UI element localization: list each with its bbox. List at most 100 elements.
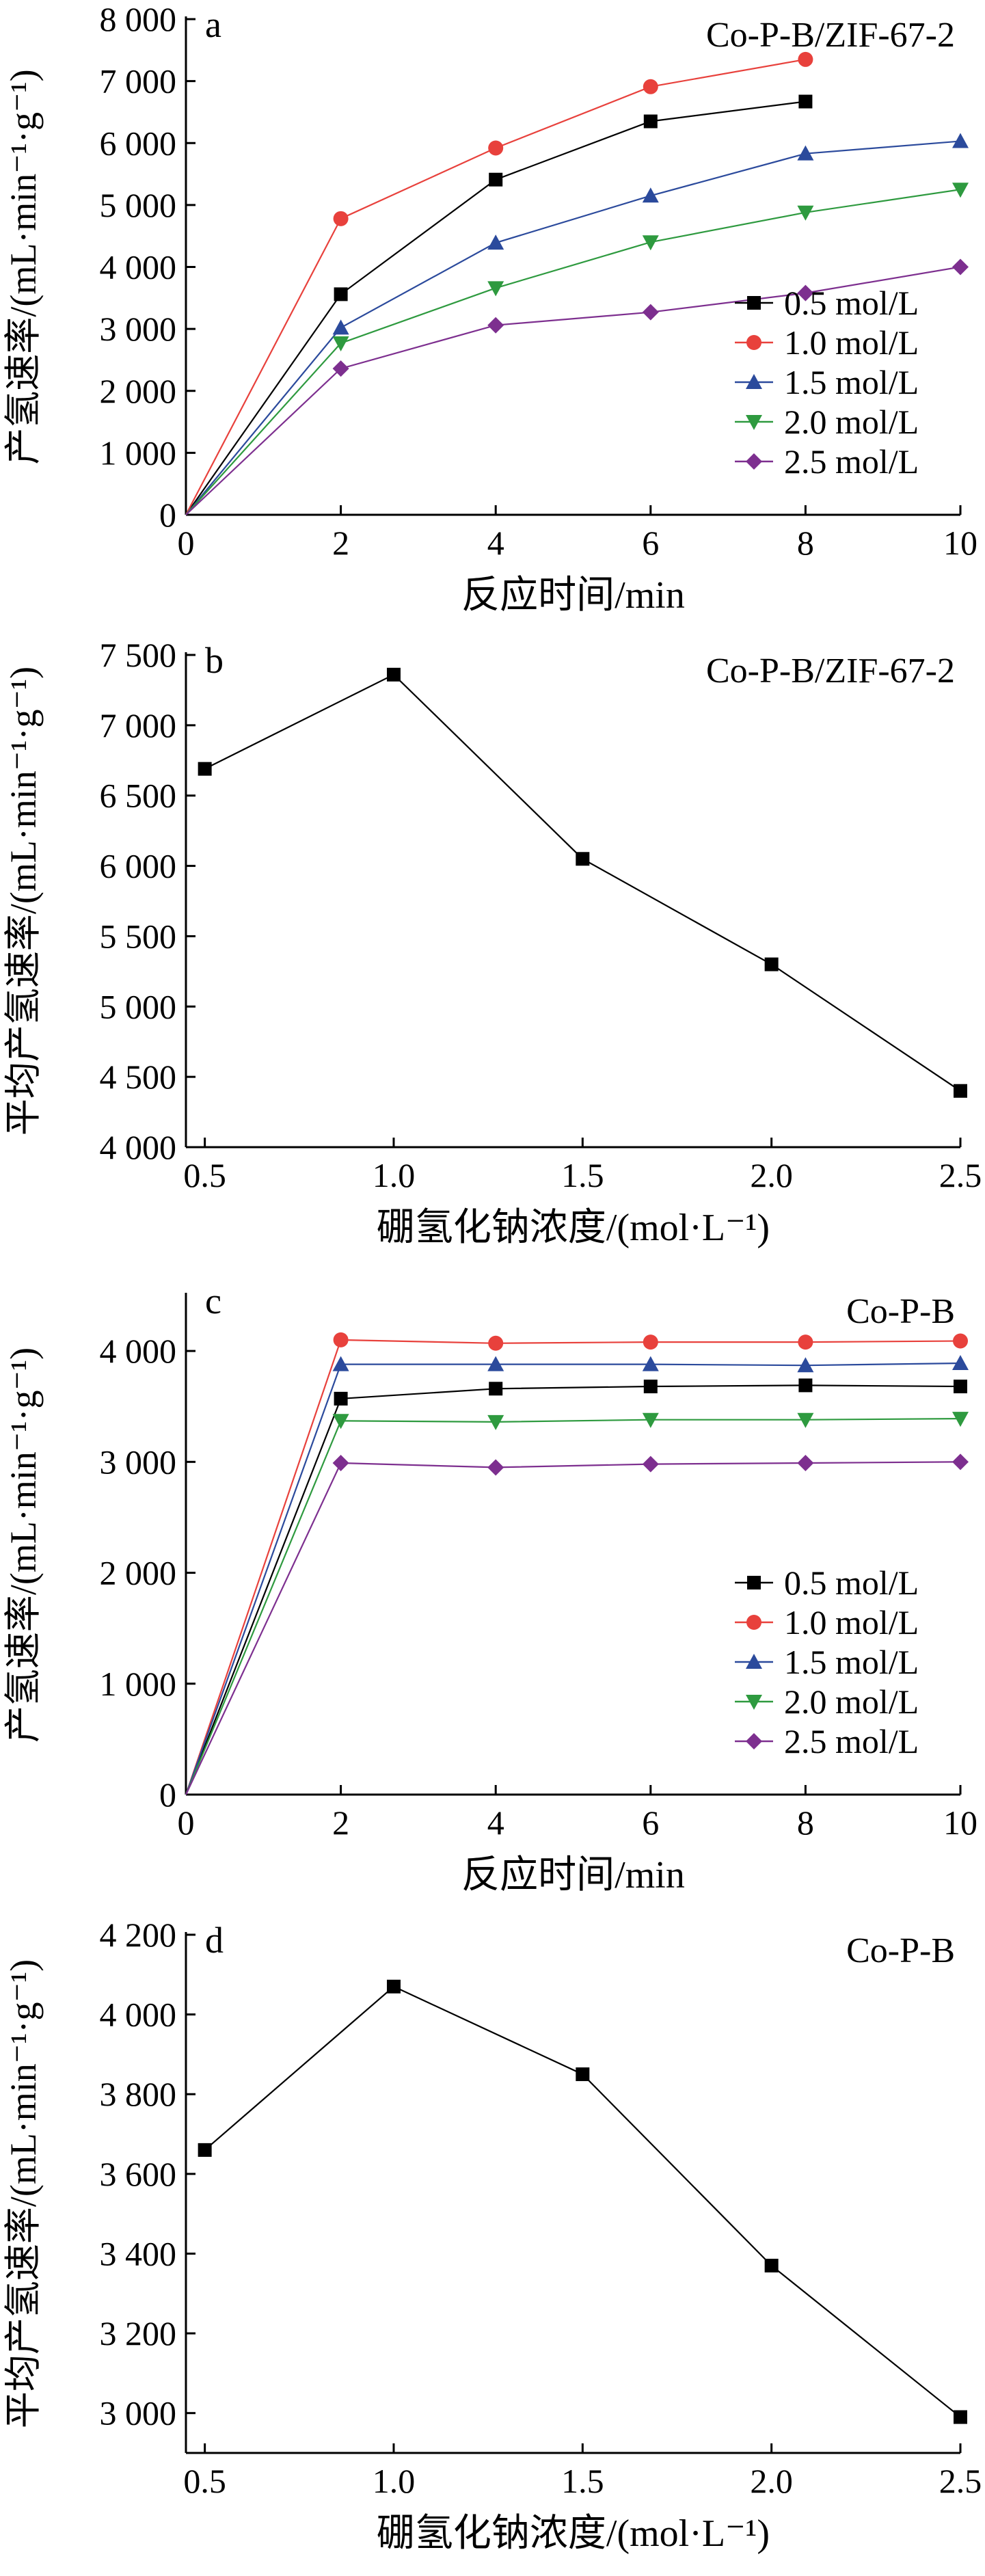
y-tick-label: 4 500 <box>100 1058 177 1096</box>
y-axis-label: 平均产氢速率/(mL·min⁻¹·g⁻¹) <box>3 667 44 1136</box>
y-tick-label: 3 200 <box>100 2314 177 2352</box>
panel-annotation: Co-P-B/ZIF-67-2 <box>706 16 955 55</box>
y-tick-label: 3 600 <box>100 2155 177 2193</box>
data-point-marker <box>643 1334 658 1350</box>
y-tick-label: 5 000 <box>100 186 177 224</box>
legend-marker <box>746 335 761 350</box>
x-tick-label: 6 <box>642 1803 659 1842</box>
data-point-marker <box>798 51 813 67</box>
y-tick-label: 7 000 <box>100 706 177 744</box>
panel-letter: c <box>205 1280 221 1321</box>
x-tick-label: 0 <box>178 1803 195 1842</box>
y-tick-label: 4 000 <box>100 1128 177 1166</box>
y-tick-label: 6 000 <box>100 847 177 885</box>
y-axis-label: 产氢速率/(mL·min⁻¹·g⁻¹) <box>3 69 44 464</box>
legend-marker <box>746 374 762 389</box>
series-group <box>198 667 967 1098</box>
legend-label: 2.5 mol/L <box>784 442 919 481</box>
y-tick-label: 2 000 <box>100 372 177 410</box>
legend-label: 1.5 mol/L <box>784 363 919 401</box>
y-tick-label: 3 000 <box>100 2394 177 2432</box>
x-tick-label: 6 <box>642 524 659 562</box>
series-line <box>185 1384 961 1795</box>
data-point-marker <box>797 1412 814 1428</box>
x-tick-label: 1.5 <box>561 2462 604 2500</box>
data-point-marker <box>642 235 659 251</box>
data-point-marker <box>334 1391 348 1406</box>
panel-letter: b <box>205 640 224 681</box>
data-point-marker <box>334 287 348 301</box>
data-point-marker <box>797 284 814 301</box>
x-tick-label: 2.0 <box>750 2462 793 2500</box>
y-axis-label: 平均产氢速率/(mL·min⁻¹·g⁻¹) <box>3 1959 44 2428</box>
panel-b-chart: 4 000 4 500 5 000 5 500 6 000 6 500 7 000 7 500… <box>3 636 982 1249</box>
data-point-marker <box>643 79 658 94</box>
data-point-marker <box>386 667 401 682</box>
series-group <box>198 1979 967 2424</box>
data-point-marker <box>489 1382 503 1396</box>
data-point-marker <box>952 183 969 198</box>
data-point-marker <box>952 133 969 148</box>
series-line <box>185 189 961 515</box>
y-tick-label: 7 000 <box>100 62 177 100</box>
data-point-marker <box>797 145 814 161</box>
x-tick-label: 4 <box>487 1803 504 1842</box>
legend-label: 2.5 mol/L <box>784 1722 919 1760</box>
series-line <box>185 1362 961 1795</box>
data-point-marker <box>332 319 349 335</box>
data-point-marker <box>952 1453 969 1471</box>
data-point-marker <box>487 1414 504 1430</box>
panel-letter: a <box>205 4 221 45</box>
panel-d-chart: 3 000 3 200 3 400 3 600 3 800 4 000 4 200 0.5 1.… <box>3 1916 982 2555</box>
data-point-marker <box>642 1455 659 1473</box>
data-point-marker <box>489 172 503 187</box>
data-point-marker <box>952 1354 969 1370</box>
x-tick-label: 4 <box>487 524 504 562</box>
y-tick-label: 6 000 <box>100 124 177 162</box>
x-tick-label: 8 <box>797 1803 814 1842</box>
data-point-marker <box>642 1356 659 1371</box>
panel-annotation: Co-P-B <box>846 1292 955 1331</box>
data-point-marker <box>332 1454 349 1471</box>
legend-label: 2.0 mol/L <box>784 1682 919 1721</box>
legend-marker <box>746 415 762 430</box>
data-point-marker <box>954 2410 967 2424</box>
legend-marker <box>747 296 761 310</box>
series-group <box>185 51 969 515</box>
series-line <box>185 1339 961 1795</box>
data-point-marker <box>198 2143 212 2157</box>
y-tick-label: 4 000 <box>100 1332 177 1370</box>
legend: 0.5 mol/L1.0 mol/L1.5 mol/L2.0 mol/L2.5 … <box>735 1564 919 1760</box>
data-point-marker <box>487 317 504 334</box>
data-point-marker <box>487 1356 504 1371</box>
data-point-marker <box>797 205 814 221</box>
x-tick-label: 1.0 <box>373 1156 416 1194</box>
x-tick-label: 0 <box>178 524 195 562</box>
data-point-marker <box>488 1335 504 1351</box>
y-tick-label: 3 800 <box>100 2075 177 2113</box>
legend-label: 2.0 mol/L <box>784 403 919 441</box>
legend-marker <box>746 453 762 470</box>
data-point-marker <box>952 258 969 276</box>
series-line <box>204 1985 961 2418</box>
legend-label: 1.0 mol/L <box>784 323 919 362</box>
x-tick-label: 1.0 <box>373 2462 416 2500</box>
y-tick-label: 5 000 <box>100 987 177 1025</box>
y-axis-label: 产氢速率/(mL·min⁻¹·g⁻¹) <box>3 1347 44 1743</box>
series-line <box>185 1418 961 1795</box>
data-point-marker <box>643 1380 658 1394</box>
data-point-marker <box>798 1378 813 1393</box>
data-point-marker <box>642 1412 659 1428</box>
y-tick-label: 0 <box>159 1775 176 1814</box>
series-line <box>185 1461 961 1795</box>
x-tick-label: 2 <box>332 524 349 562</box>
panel-annotation: Co-P-B <box>846 1931 955 1970</box>
x-axis-label: 反应时间/min <box>461 1854 685 1896</box>
data-point-marker <box>333 211 349 226</box>
x-tick-label: 10 <box>943 524 977 562</box>
y-tick-label: 3 000 <box>100 1443 177 1481</box>
data-point-marker <box>643 114 658 129</box>
data-point-marker <box>487 234 504 250</box>
